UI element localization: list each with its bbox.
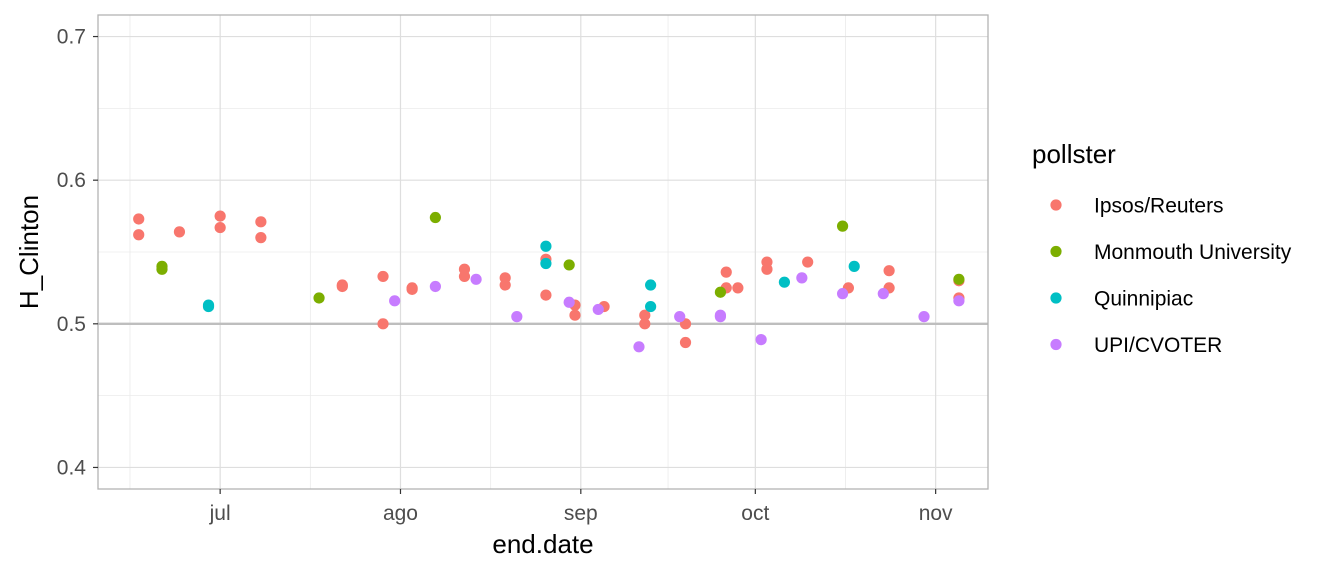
point-upi-cvoter xyxy=(429,280,441,293)
legend-key-monmouth-university xyxy=(1050,245,1062,258)
point-ipsos-reuters xyxy=(458,270,471,283)
point-upi-cvoter xyxy=(563,296,575,308)
point-ipsos-reuters xyxy=(732,282,744,294)
point-quinnipiac xyxy=(540,240,552,252)
panel-border xyxy=(97,14,989,490)
point-ipsos-reuters xyxy=(377,318,389,330)
legend-key-ipsos-reuters xyxy=(1050,199,1062,211)
point-ipsos-reuters xyxy=(802,256,814,268)
point-ipsos-reuters xyxy=(720,266,732,278)
point-upi-cvoter xyxy=(953,295,965,307)
x-tick-label: sep xyxy=(564,502,598,525)
legend-label-ipsos-reuters: Ipsos/Reuters xyxy=(1094,195,1224,218)
legend-key-upi-cvoter xyxy=(1050,338,1062,351)
y-tick-label: 0.4 xyxy=(57,456,87,479)
x-axis-ticks: jul ago sep oct nov xyxy=(209,489,953,525)
x-tick-label: oct xyxy=(741,502,769,525)
point-monmouth-university xyxy=(156,263,168,275)
y-axis-ticks: 0.4 0.5 0.6 0.7 xyxy=(57,26,98,479)
point-upi-cvoter xyxy=(714,309,727,321)
point-quinnipiac xyxy=(540,257,552,270)
point-ipsos-reuters xyxy=(406,283,418,295)
point-upi-cvoter xyxy=(796,272,808,284)
legend-items: Ipsos/Reuters Monmouth University Quinnipi… xyxy=(1050,195,1292,357)
x-tick-label: jul xyxy=(209,502,231,525)
legend: pollster Ipsos/Reuters Monmouth Universit… xyxy=(1032,139,1292,357)
point-monmouth-university xyxy=(714,286,727,298)
y-tick-label: 0.5 xyxy=(57,313,86,336)
point-monmouth-university xyxy=(563,259,575,271)
point-upi-cvoter xyxy=(755,334,767,346)
point-upi-cvoter xyxy=(877,288,889,300)
point-ipsos-reuters xyxy=(639,309,651,321)
point-upi-cvoter xyxy=(674,311,686,323)
point-ipsos-reuters xyxy=(255,216,267,228)
point-ipsos-reuters xyxy=(255,232,267,244)
point-ipsos-reuters xyxy=(883,265,895,277)
legend-key-quinnipiac xyxy=(1050,292,1062,304)
point-upi-cvoter xyxy=(389,295,401,307)
point-quinnipiac xyxy=(848,260,860,272)
legend-title: pollster xyxy=(1032,139,1116,169)
point-upi-cvoter xyxy=(918,311,930,323)
y-tick-label: 0.7 xyxy=(57,26,86,49)
point-ipsos-reuters xyxy=(540,289,552,301)
point-ipsos-reuters xyxy=(761,263,773,275)
point-monmouth-university xyxy=(836,220,849,232)
point-monmouth-university xyxy=(429,211,441,224)
point-ipsos-reuters xyxy=(214,221,226,234)
point-upi-cvoter xyxy=(633,341,645,353)
data-points xyxy=(133,210,965,353)
point-upi-cvoter xyxy=(836,288,849,300)
point-ipsos-reuters xyxy=(214,210,226,222)
y-tick-label: 0.6 xyxy=(57,169,86,192)
point-upi-cvoter xyxy=(592,303,604,316)
point-quinnipiac xyxy=(778,276,791,288)
point-ipsos-reuters xyxy=(377,270,389,283)
point-ipsos-reuters xyxy=(639,318,651,330)
point-upi-cvoter xyxy=(470,273,482,285)
point-ipsos-reuters xyxy=(569,309,581,321)
legend-label-upi-cvoter: UPI/CVOTER xyxy=(1094,334,1222,357)
point-upi-cvoter xyxy=(511,311,523,323)
point-ipsos-reuters xyxy=(133,229,145,241)
x-tick-label: nov xyxy=(919,502,953,525)
legend-label-monmouth-university: Monmouth University xyxy=(1094,241,1292,264)
legend-label-quinnipiac: Quinnipiac xyxy=(1094,288,1193,311)
x-axis-title: end.date xyxy=(492,529,593,559)
point-quinnipiac xyxy=(202,300,215,313)
point-ipsos-reuters xyxy=(173,226,186,238)
point-ipsos-reuters xyxy=(336,280,348,293)
minor-gridlines xyxy=(98,15,988,489)
point-quinnipiac xyxy=(645,300,657,313)
point-ipsos-reuters xyxy=(679,336,692,349)
x-tick-label: ago xyxy=(383,502,418,525)
point-monmouth-university xyxy=(953,273,965,285)
y-axis-title: H_Clinton xyxy=(14,195,44,309)
point-quinnipiac xyxy=(645,279,657,291)
point-monmouth-university xyxy=(313,292,325,304)
point-ipsos-reuters xyxy=(499,279,511,291)
point-ipsos-reuters xyxy=(133,213,145,225)
